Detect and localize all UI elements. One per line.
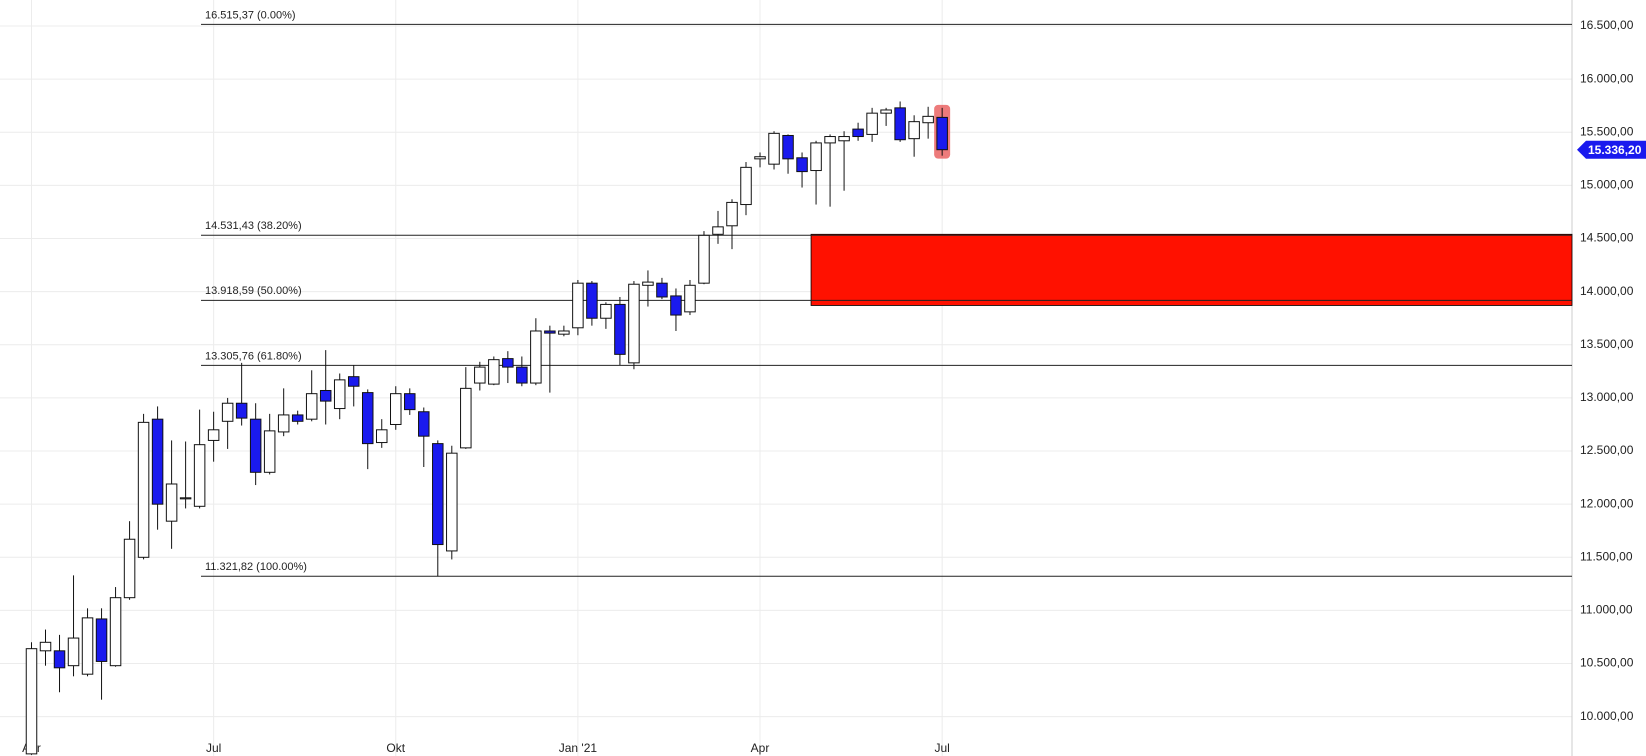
candle-body [305, 393, 318, 420]
x-tick-label: Jan '21 [559, 741, 598, 755]
candle-body [404, 393, 416, 411]
candle-body [684, 284, 696, 313]
candle-body [642, 281, 654, 286]
candle-body [502, 358, 514, 368]
candle-body [768, 132, 780, 165]
price-flag-label: 15.336,20 [1588, 143, 1642, 157]
candle-body [936, 116, 948, 151]
candle-body [361, 392, 374, 445]
y-tick-label: 10.500,00 [1580, 656, 1634, 670]
candle-body [614, 303, 626, 355]
candle-body [824, 136, 836, 144]
fib-label: 14.531,43 (38.20%) [205, 220, 302, 232]
y-tick-label: 16.000,00 [1580, 71, 1634, 85]
zone [810, 233, 1573, 306]
candle-body [207, 429, 220, 441]
candle-body [67, 637, 80, 667]
y-tick-label: 11.000,00 [1580, 603, 1633, 617]
candle-body [221, 402, 234, 422]
candle-body [277, 414, 290, 433]
candle-body [446, 452, 458, 552]
candle-body [137, 421, 150, 558]
candle-body [530, 330, 542, 384]
candle-body [249, 418, 262, 473]
candle-body [740, 166, 752, 206]
x-tick-label: Okt [386, 741, 405, 755]
x-tick-label: Jul [934, 741, 949, 755]
candle-body [319, 389, 332, 402]
candle-body [263, 430, 276, 473]
candle-body [291, 414, 304, 422]
y-tick-label: 13.500,00 [1580, 337, 1634, 351]
candle-body [558, 330, 570, 335]
candle-body [726, 201, 738, 227]
candle-body [516, 366, 528, 384]
candle-body [712, 226, 724, 235]
candle-body [754, 156, 766, 160]
candle-body [852, 128, 864, 138]
candle-body [333, 379, 346, 410]
fib-label: 13.918,59 (50.00%) [205, 285, 302, 297]
candle-body [838, 136, 850, 142]
candle-body [123, 538, 136, 599]
y-tick-label: 14.000,00 [1580, 284, 1634, 298]
candle-body [53, 650, 66, 669]
candle-body [656, 282, 668, 298]
candle-body [572, 282, 584, 329]
candle-body [193, 444, 206, 507]
candle-body [488, 359, 500, 385]
candle-body [109, 597, 122, 667]
candle-body [628, 283, 640, 364]
candle-body [544, 330, 556, 334]
candle-body [432, 443, 444, 546]
y-tick-label: 12.500,00 [1580, 443, 1634, 457]
candle-body [390, 393, 402, 425]
fib-label: 13.305,76 (61.80%) [205, 350, 302, 362]
y-tick-label: 14.500,00 [1580, 231, 1634, 245]
candle-body [894, 107, 906, 141]
candle-body [810, 142, 822, 172]
candle-body [600, 303, 612, 319]
x-tick-label: Apr [751, 741, 770, 755]
candle-body [418, 411, 430, 437]
candle-body [922, 115, 934, 124]
candle-body [235, 402, 248, 419]
y-tick-label: 11.500,00 [1580, 549, 1633, 563]
candle-body [460, 387, 472, 449]
candle-body [165, 483, 178, 522]
candle-body [670, 295, 682, 316]
candle-body [586, 282, 598, 319]
y-tick-label: 15.500,00 [1580, 124, 1634, 138]
candle-body [880, 109, 892, 114]
fib-label: 11.321,82 (100.00%) [205, 561, 307, 573]
fib-label: 16.515,37 (0.00%) [205, 9, 296, 21]
candle-body [179, 497, 192, 500]
candle-body [908, 121, 920, 140]
candle-body [81, 617, 94, 675]
candle-body [151, 418, 164, 505]
candle-body [25, 648, 38, 755]
candle-body [866, 112, 878, 135]
candle-body [39, 641, 52, 652]
candle-body [796, 157, 808, 173]
candle-body [95, 618, 108, 662]
candle-body [782, 134, 794, 160]
price-flag [1577, 140, 1646, 159]
y-tick-label: 12.000,00 [1580, 496, 1634, 510]
candle-body [376, 429, 388, 444]
y-tick-label: 15.000,00 [1580, 178, 1634, 192]
candle-body [698, 234, 710, 284]
y-tick-label: 16.500,00 [1580, 18, 1634, 32]
y-tick-label: 10.000,00 [1580, 709, 1634, 723]
x-tick-label: Jul [206, 741, 221, 755]
candle-body [347, 376, 360, 387]
y-tick-label: 13.000,00 [1580, 390, 1634, 404]
candle-body [474, 366, 486, 384]
